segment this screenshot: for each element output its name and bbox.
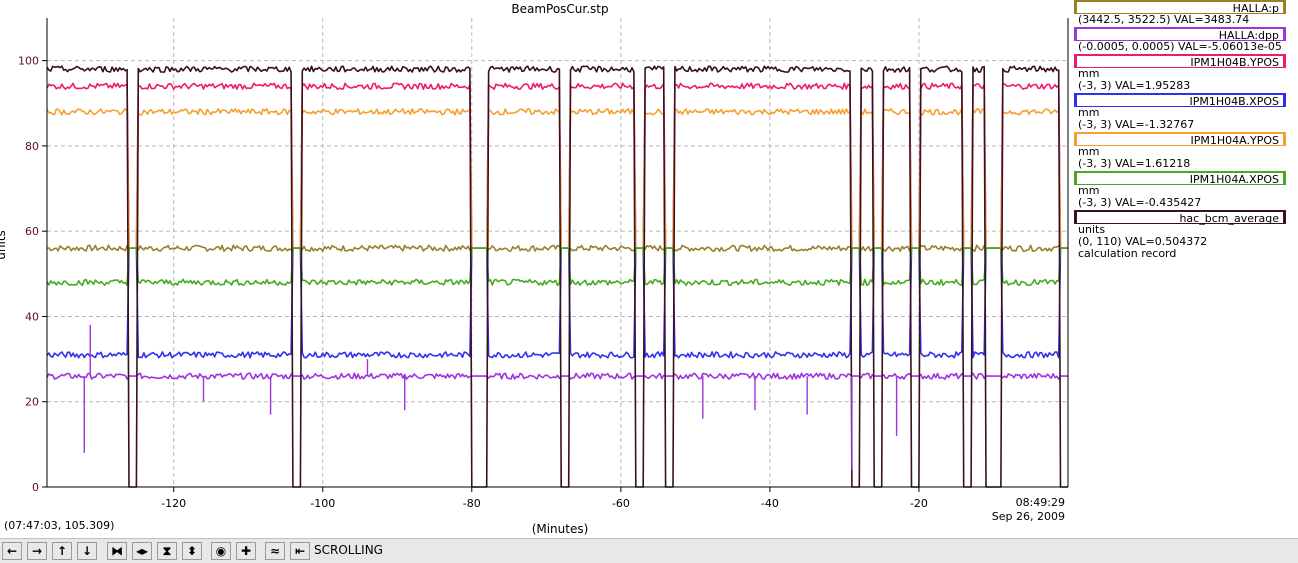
y-tick-label: 80	[25, 140, 39, 153]
y-tick-label: 40	[25, 310, 39, 323]
legend-info-line: mm	[1078, 145, 1100, 158]
legend: HALLA:p (3442.5, 3522.5) VAL=3483.74 HALLA…	[1072, 0, 1298, 261]
autoscale-button[interactable]: ≈	[265, 542, 285, 560]
scroll-mode-icon: ⇤	[294, 544, 306, 558]
zoom-y-in-button[interactable]: ⧗	[157, 542, 177, 560]
legend-entry[interactable]: IPM1H04A.XPOS mm (-3, 3) VAL=-0.435427	[1072, 171, 1298, 209]
legend-series-name: HALLA:dpp	[1074, 27, 1286, 42]
legend-info-line: (3442.5, 3522.5) VAL=3483.74	[1078, 13, 1250, 26]
x-tick-label: -80	[463, 497, 481, 510]
plot-area[interactable]: 0 20 40 60 80 100 -120 -100 -80 -60 -40 -20	[0, 0, 1298, 540]
y-tick-label: 100	[18, 55, 39, 68]
x-axis-label: (Minutes)	[531, 522, 589, 536]
zoom-x-out-button[interactable]: ◂▸	[132, 542, 152, 560]
legend-series-name: hac_bcm_average	[1074, 210, 1286, 225]
legend-series-name: IPM1H04B.YPOS	[1074, 54, 1286, 69]
chart-title: BeamPosCur.stp	[511, 2, 609, 16]
series-line-IPM1H04B.XPOS	[46, 247, 1068, 359]
scroll-status: SCROLLING	[314, 543, 383, 557]
zoom-x-out-icon: ◂▸	[135, 544, 149, 558]
y-tick-label: 0	[32, 481, 39, 494]
arrow-up-icon: ↑	[56, 544, 68, 558]
series-line-HALLA:p	[46, 244, 1068, 252]
y-axis-label: units	[0, 230, 8, 260]
scroll-up-button[interactable]: ↑	[52, 542, 72, 560]
legend-info-line: units	[1078, 223, 1106, 236]
time-end-date: Sep 26, 2009	[991, 510, 1065, 523]
y-tick-label: 20	[25, 396, 39, 409]
legend-info-line: (-0.0005, 0.0005) VAL=-5.06013e-05	[1078, 40, 1282, 53]
scroll-left-button[interactable]: ←	[2, 542, 22, 560]
time-end-time: 08:49:29	[1015, 496, 1065, 509]
legend-info-line: (-3, 3) VAL=-1.32767	[1078, 118, 1195, 131]
legend-info-line: mm	[1078, 184, 1100, 197]
time-end-label: 08:49:29 Sep 26, 2009	[992, 496, 1065, 524]
legend-info-line: mm	[1078, 67, 1100, 80]
legend-entry[interactable]: hac_bcm_average units (0, 110) VAL=0.50437…	[1072, 210, 1298, 260]
arrow-left-icon: ←	[6, 544, 18, 558]
zoom-y-in-icon: ⧗	[162, 544, 172, 558]
x-tick-label: -40	[761, 497, 779, 510]
legend-info-line: (-3, 3) VAL=1.61218	[1078, 157, 1191, 170]
x-tick-label: -100	[310, 497, 335, 510]
legend-entry[interactable]: HALLA:p (3442.5, 3522.5) VAL=3483.74	[1072, 0, 1298, 26]
toolbar: SCROLLING ← → ↑ ↓ ⧓ ◂▸ ⧗ ⬍ ◉ ✚ ≈ ⇤	[0, 538, 1298, 563]
legend-series-name: IPM1H04A.YPOS	[1074, 132, 1286, 147]
legend-info-line: calculation record	[1078, 247, 1177, 260]
legend-entry[interactable]: IPM1H04A.YPOS mm (-3, 3) VAL=1.61218	[1072, 132, 1298, 170]
y-tick-label: 60	[25, 225, 39, 238]
axes: 0 20 40 60 80 100 -120 -100 -80 -60 -40 -20	[18, 18, 1069, 510]
series-line-IPM1H04B.YPOS	[46, 82, 1068, 249]
plus-icon: ✚	[240, 544, 252, 558]
zoom-x-in-icon: ⧓	[111, 544, 123, 558]
legend-entry[interactable]: HALLA:dpp (-0.0005, 0.0005) VAL=-5.06013e…	[1072, 27, 1298, 53]
x-tick-label: -60	[612, 497, 630, 510]
arrow-down-icon: ↓	[81, 544, 93, 558]
series-line-hac_bcm_average	[46, 65, 1068, 488]
scroll-down-button[interactable]: ↓	[77, 542, 97, 560]
zoom-x-in-button[interactable]: ⧓	[107, 542, 127, 560]
legend-info-line: (-3, 3) VAL=1.95283	[1078, 79, 1191, 92]
legend-entry[interactable]: IPM1H04B.YPOS mm (-3, 3) VAL=1.95283	[1072, 54, 1298, 92]
legend-info-line: (0, 110) VAL=0.504372	[1078, 235, 1208, 248]
scroll-right-button[interactable]: →	[27, 542, 47, 560]
legend-entry[interactable]: IPM1H04B.XPOS mm (-3, 3) VAL=-1.32767	[1072, 93, 1298, 131]
zoom-y-out-button[interactable]: ⬍	[182, 542, 202, 560]
legend-info-line: mm	[1078, 106, 1100, 119]
legend-series-name: IPM1H04A.XPOS	[1074, 171, 1286, 186]
legend-series-name: HALLA:p	[1074, 0, 1286, 15]
cursor-readout: (07:47:03, 105.309)	[4, 519, 115, 532]
series-line-IPM1H04A.YPOS	[46, 108, 1068, 249]
series-line-IPM1H04A.XPOS	[46, 247, 1068, 287]
scroll-mode-button[interactable]: ⇤	[290, 542, 310, 560]
zoom-y-out-icon: ⬍	[186, 544, 198, 558]
reset-zoom-button[interactable]: ◉	[211, 542, 231, 560]
series-line-HALLA:dpp	[46, 372, 1068, 380]
series-layer	[46, 65, 1068, 488]
add-button[interactable]: ✚	[236, 542, 256, 560]
legend-series-name: IPM1H04B.XPOS	[1074, 93, 1286, 108]
x-tick-label: -120	[161, 497, 186, 510]
target-icon: ◉	[215, 544, 227, 558]
legend-info-line: (-3, 3) VAL=-0.435427	[1078, 196, 1202, 209]
waveform-icon: ≈	[269, 544, 281, 558]
arrow-right-icon: →	[31, 544, 43, 558]
x-tick-label: -20	[910, 497, 928, 510]
